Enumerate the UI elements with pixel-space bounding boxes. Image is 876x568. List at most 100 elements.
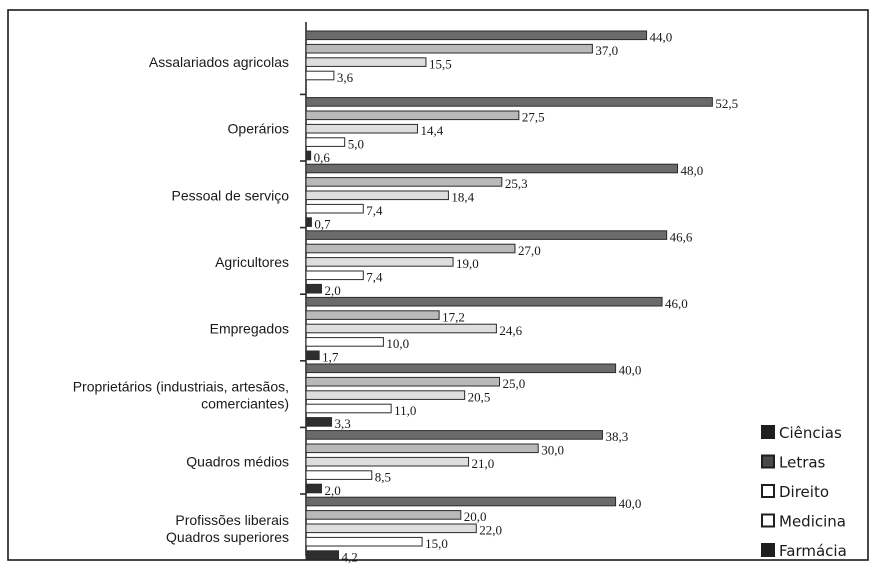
data-label: 37,0 xyxy=(595,43,618,58)
data-label: 20,5 xyxy=(468,389,491,404)
bar-letras xyxy=(305,443,539,454)
category-label: Quadros superiores xyxy=(166,529,289,545)
legend-swatch-farmácia xyxy=(761,543,775,557)
data-label: 38,3 xyxy=(605,429,628,444)
data-label: 3,6 xyxy=(337,70,354,85)
legend-label: Letras xyxy=(779,454,826,472)
bar-letras xyxy=(305,110,520,121)
bar-medicina xyxy=(305,70,335,81)
data-label: 15,5 xyxy=(429,56,452,71)
bar-direito xyxy=(305,456,470,467)
bar-letras xyxy=(305,177,503,187)
data-label: 0,7 xyxy=(314,216,331,231)
labels-layer: Assalariados agricolas 44,0 37,0 15,5 3,6 Ope… xyxy=(73,30,738,565)
data-label: 27,0 xyxy=(518,243,541,258)
bar-direito xyxy=(305,123,418,134)
bar-ciências xyxy=(305,430,603,440)
bar-ciências xyxy=(305,296,663,307)
category-label: Profissões liberais xyxy=(175,512,289,528)
data-label: 27,5 xyxy=(522,110,545,125)
legend-swatch-letras xyxy=(761,454,775,469)
data-label: 11,0 xyxy=(394,403,416,418)
data-label: 17,2 xyxy=(442,309,465,324)
data-label: 40,0 xyxy=(619,363,642,378)
data-label: 3,3 xyxy=(335,416,351,431)
bar-farmácia xyxy=(305,550,340,560)
category-label: Pessoal de serviço xyxy=(171,187,289,203)
bar-direito xyxy=(305,390,466,400)
bar-ciências xyxy=(305,163,679,174)
legend-label: Direito xyxy=(779,483,829,501)
bars-layer xyxy=(305,30,713,560)
bar-direito xyxy=(305,57,427,67)
data-label: 10,0 xyxy=(386,336,409,351)
category-label: Quadros médios xyxy=(186,454,289,470)
category-label: Assalariados agricolas xyxy=(149,54,289,70)
legend-label: Ciências xyxy=(779,424,842,442)
bar-ciências xyxy=(305,363,617,374)
data-label: 2,0 xyxy=(324,283,340,298)
bar-farmácia xyxy=(305,217,312,227)
bar-medicina xyxy=(305,536,423,547)
legend: Ciências Letras Direito Medicina Farmácia xyxy=(761,424,847,560)
legend-label: Farmácia xyxy=(779,542,847,560)
category-label: Agricultores xyxy=(215,254,289,270)
data-label: 44,0 xyxy=(650,30,673,45)
data-label: 2,0 xyxy=(324,483,340,498)
bar-letras xyxy=(305,43,593,54)
bar-medicina xyxy=(305,403,392,414)
data-label: 14,4 xyxy=(420,123,443,138)
bar-medicina xyxy=(305,470,373,480)
data-label: 24,6 xyxy=(499,323,522,338)
data-label: 19,0 xyxy=(456,256,479,271)
data-label: 7,4 xyxy=(366,270,383,285)
bar-medicina xyxy=(305,337,384,347)
data-label: 1,7 xyxy=(322,350,339,365)
data-label: 46,6 xyxy=(670,229,693,244)
data-label: 5,0 xyxy=(348,136,364,151)
data-label: 7,4 xyxy=(366,203,383,218)
legend-swatch-direito xyxy=(761,484,775,498)
bar-medicina xyxy=(305,137,346,147)
data-label: 48,0 xyxy=(681,163,704,178)
bar-ciências xyxy=(305,496,617,507)
legend-label: Medicina xyxy=(779,513,846,531)
bar-farmácia xyxy=(305,150,312,161)
data-label: 15,0 xyxy=(425,536,448,551)
bar-direito xyxy=(305,523,477,534)
data-label: 46,0 xyxy=(665,296,688,311)
category-label: Operários xyxy=(228,121,289,137)
bar-letras xyxy=(305,310,440,320)
data-label: 20,0 xyxy=(464,509,487,524)
bar-farmácia xyxy=(305,283,322,294)
category-label: Proprietários (industriais, artesãos, xyxy=(73,379,289,395)
category-label: comerciantes) xyxy=(201,396,289,412)
data-label: 8,5 xyxy=(375,469,391,484)
data-label: 4,2 xyxy=(342,549,358,564)
bar-ciências xyxy=(305,30,648,41)
data-label: 52,5 xyxy=(715,96,738,111)
bar-letras xyxy=(305,510,462,520)
bar-farmácia xyxy=(305,483,322,494)
data-label: 25,0 xyxy=(503,376,526,391)
bar-letras xyxy=(305,376,500,387)
data-label: 22,0 xyxy=(479,523,502,538)
bar-ciências xyxy=(305,230,668,240)
legend-swatch-medicina xyxy=(761,513,775,528)
bar-medicina xyxy=(305,270,364,281)
data-label: 18,4 xyxy=(451,190,474,205)
data-label: 21,0 xyxy=(472,456,495,471)
data-label: 30,0 xyxy=(541,443,564,458)
bar-letras xyxy=(305,243,516,254)
data-label: 40,0 xyxy=(619,496,642,511)
bar-farmácia xyxy=(305,350,320,361)
bar-direito xyxy=(305,257,454,267)
chart-frame xyxy=(7,9,869,561)
bar-direito xyxy=(305,190,449,201)
bar-medicina xyxy=(305,203,364,214)
bar-ciências xyxy=(305,97,713,107)
legend-swatch-ciências xyxy=(761,425,775,439)
data-label: 0,6 xyxy=(314,150,331,165)
data-label: 25,3 xyxy=(505,176,528,191)
